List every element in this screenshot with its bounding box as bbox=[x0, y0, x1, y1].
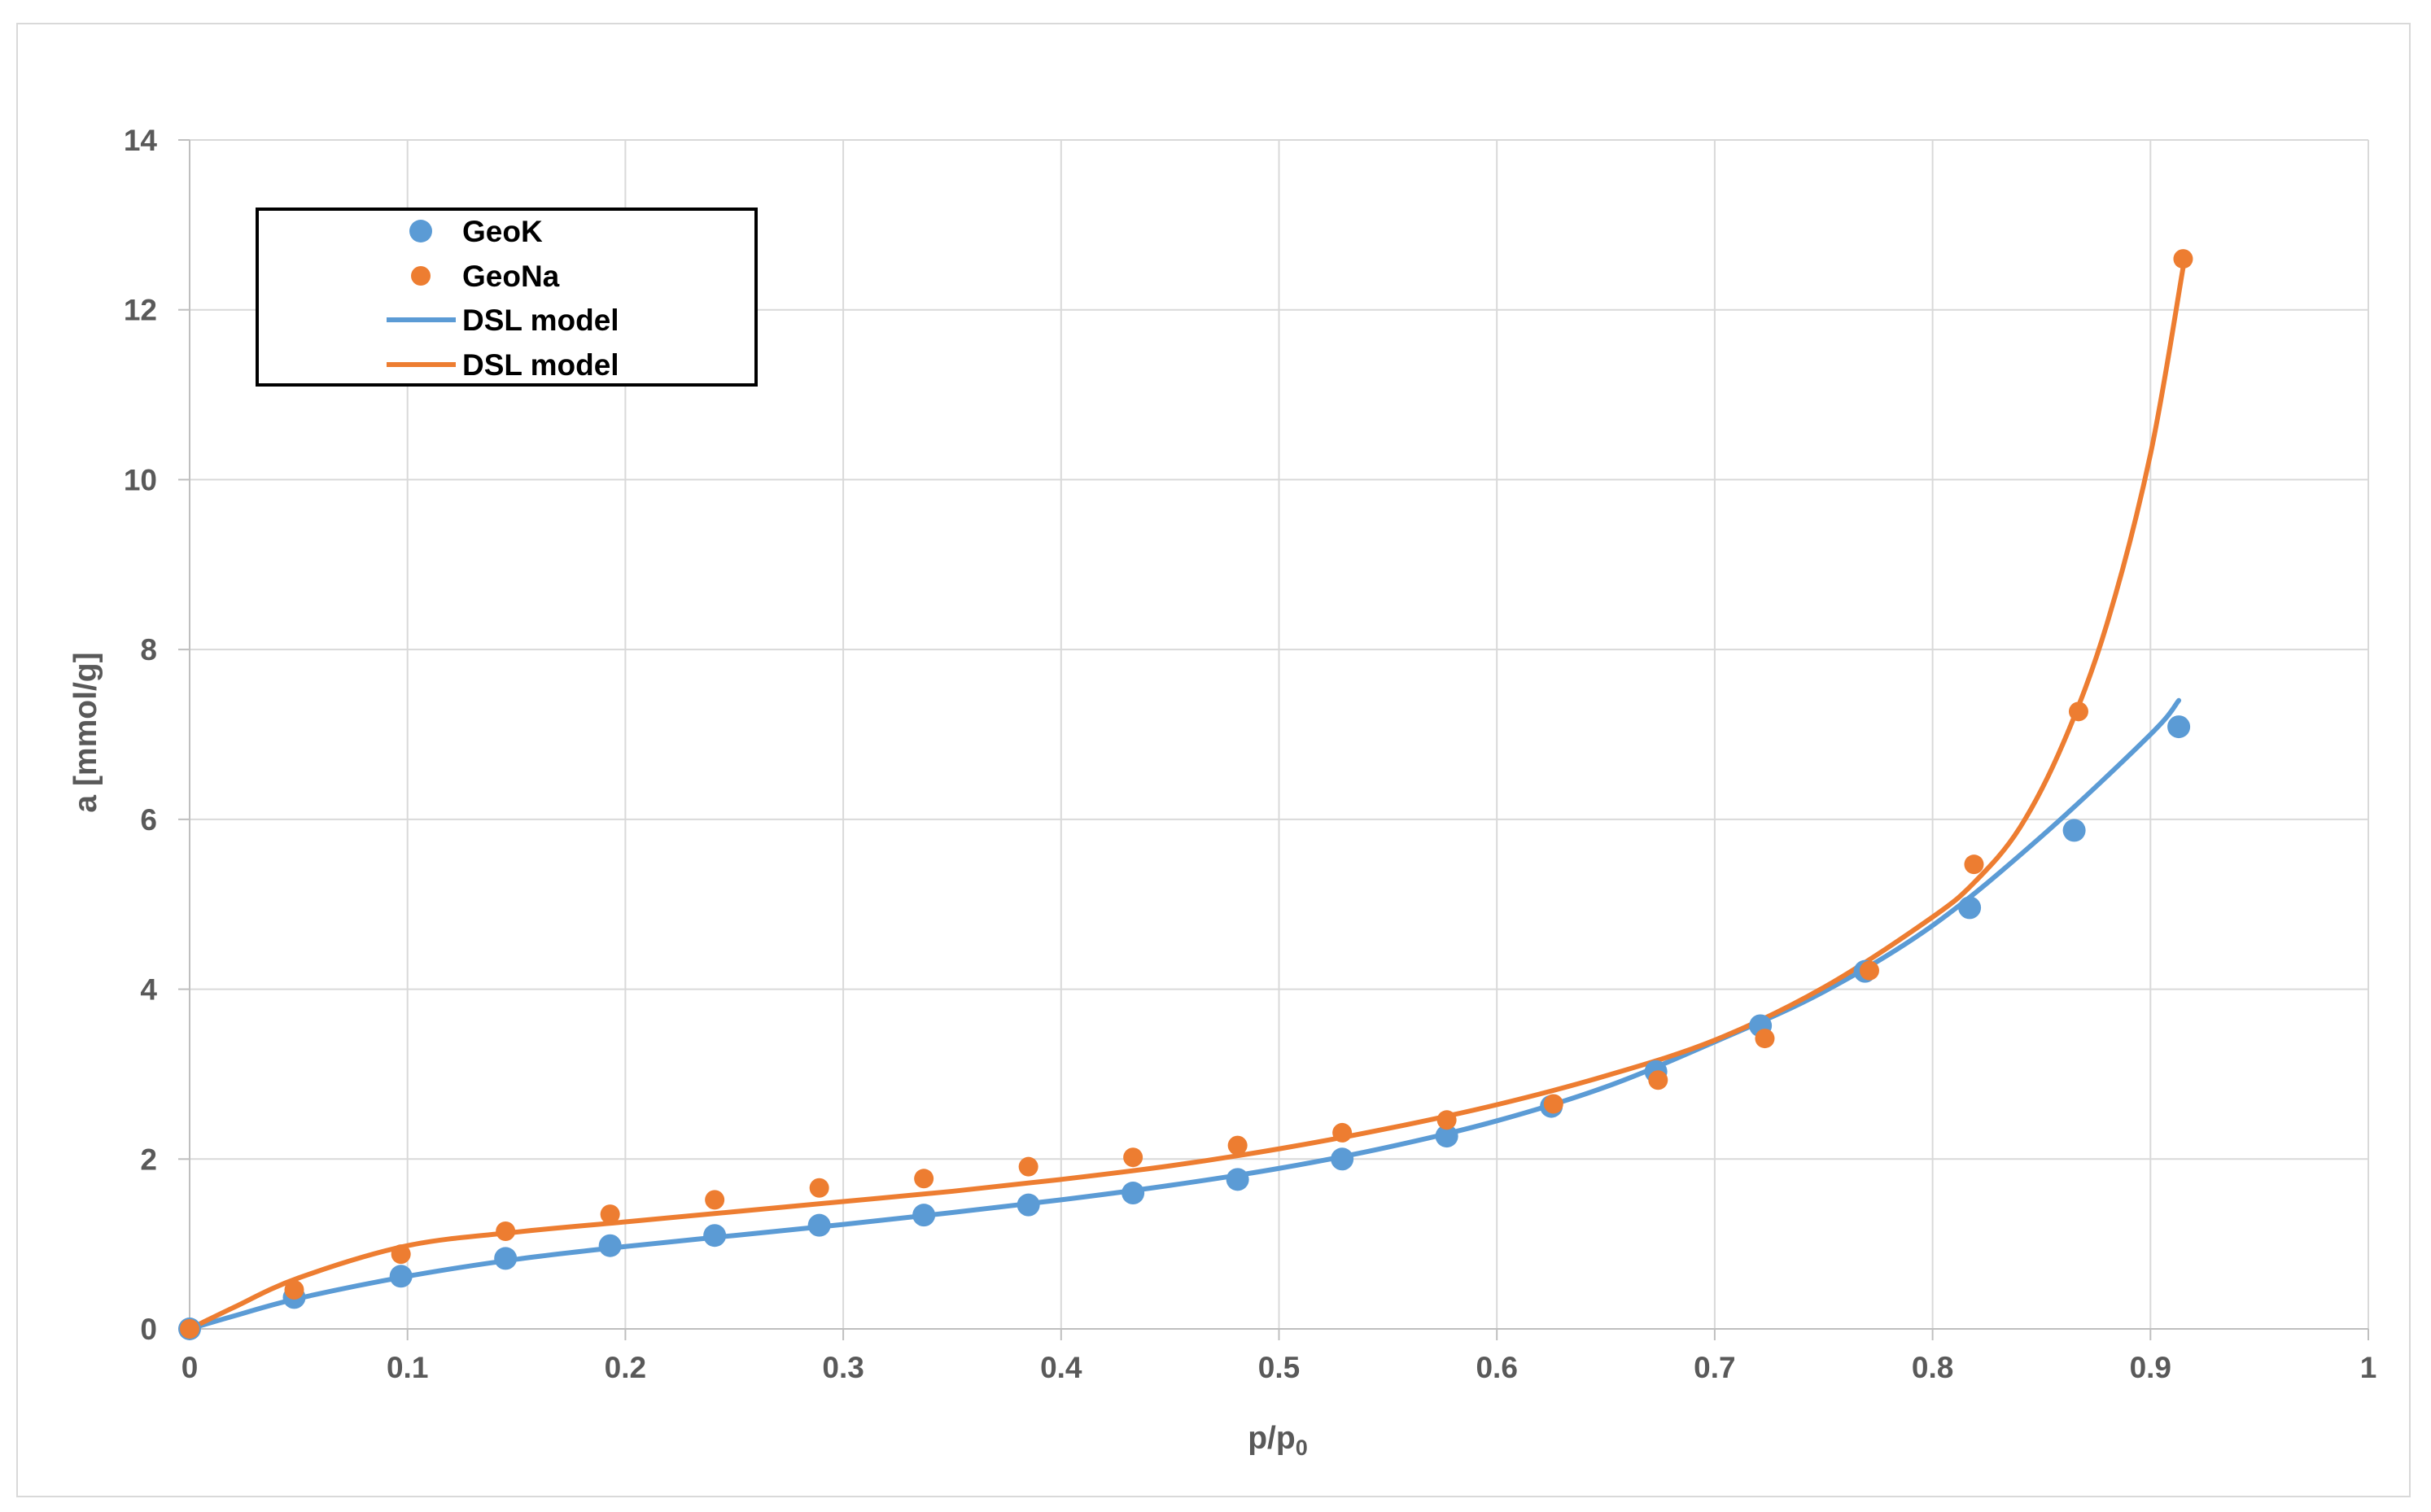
data-point-geona bbox=[496, 1221, 516, 1241]
data-point-geok bbox=[598, 1234, 622, 1257]
x-tick-label: 0.6 bbox=[1476, 1351, 1517, 1384]
data-point-geona bbox=[705, 1190, 725, 1210]
legend-label: DSL model bbox=[462, 348, 619, 382]
x-axis-label-subscript: 0 bbox=[1296, 1436, 1308, 1460]
data-point-geok bbox=[1958, 896, 1982, 920]
data-point-geok bbox=[1435, 1125, 1458, 1148]
x-tick-label: 0.7 bbox=[1694, 1351, 1735, 1384]
data-point-geok bbox=[1226, 1168, 1249, 1191]
y-tick-label: 4 bbox=[140, 973, 157, 1007]
data-point-geona bbox=[2068, 701, 2088, 722]
data-point-geona bbox=[1332, 1122, 1353, 1143]
model-line-2 bbox=[187, 697, 2182, 1331]
data-point-geona bbox=[391, 1244, 411, 1265]
data-point-geona bbox=[284, 1279, 304, 1300]
data-point-geok bbox=[2167, 715, 2191, 739]
legend: GeoK GeoNa DSL model DSL model bbox=[256, 208, 758, 387]
y-tick-label: 2 bbox=[140, 1143, 157, 1176]
axes bbox=[178, 139, 2369, 1340]
data-point-geona bbox=[809, 1178, 829, 1198]
y-tick-label: 12 bbox=[124, 294, 157, 327]
model-line-3 bbox=[187, 264, 2186, 1331]
data-point-geok bbox=[494, 1247, 518, 1270]
y-tick-label: 6 bbox=[140, 803, 157, 837]
x-tick-label: 0.4 bbox=[1040, 1351, 1082, 1384]
data-point-geok bbox=[912, 1204, 936, 1227]
x-tick-label: 0 bbox=[181, 1351, 199, 1384]
data-point-geona bbox=[1123, 1147, 1143, 1168]
data-point-geona bbox=[600, 1204, 620, 1225]
model-lines bbox=[187, 264, 2186, 1331]
data-point-geok bbox=[389, 1265, 413, 1288]
x-tick-label: 0.3 bbox=[822, 1351, 864, 1384]
data-point-geona bbox=[2173, 249, 2193, 269]
x-tick-label: 1 bbox=[2360, 1351, 2377, 1384]
x-axis-label: p/p0 bbox=[1248, 1421, 1308, 1460]
data-point-geok bbox=[1121, 1182, 1145, 1205]
x-axis-label-main: p/p bbox=[1248, 1421, 1295, 1456]
legend-box bbox=[256, 208, 758, 387]
data-point-geona bbox=[1436, 1110, 1457, 1130]
data-point-geona bbox=[914, 1169, 934, 1189]
data-point-geok bbox=[1331, 1147, 1354, 1171]
legend-marker-geona bbox=[411, 266, 431, 286]
data-point-geona bbox=[1859, 960, 1879, 981]
legend-label: GeoNa bbox=[462, 260, 560, 293]
y-tick-label: 8 bbox=[140, 633, 157, 666]
y-axis-label: a [mmol/g] bbox=[68, 652, 103, 812]
data-point-geona bbox=[1543, 1094, 1563, 1114]
x-tick-label: 0.1 bbox=[387, 1351, 428, 1384]
data-point-geok bbox=[807, 1213, 831, 1237]
data-point-geona bbox=[180, 1319, 199, 1339]
legend-label: DSL model bbox=[462, 304, 619, 337]
x-tick-label: 0.2 bbox=[605, 1351, 646, 1384]
y-tick-label: 14 bbox=[124, 124, 158, 157]
data-point-geok bbox=[1017, 1193, 1040, 1217]
gridlines bbox=[190, 139, 2369, 1329]
x-tick-label: 0.5 bbox=[1258, 1351, 1300, 1384]
data-point-geona bbox=[1648, 1070, 1668, 1090]
legend-label: GeoK bbox=[462, 215, 543, 248]
data-markers bbox=[178, 249, 2193, 1340]
x-tick-label: 0.8 bbox=[1912, 1351, 1953, 1384]
data-point-geok bbox=[2062, 819, 2086, 842]
data-point-geona bbox=[1755, 1029, 1775, 1049]
data-point-geona bbox=[1964, 854, 1984, 875]
x-tick-label: 0.9 bbox=[2130, 1351, 2171, 1384]
legend-marker-geok bbox=[409, 220, 432, 243]
y-tick-label: 10 bbox=[124, 463, 157, 496]
data-point-geona bbox=[1227, 1135, 1248, 1156]
data-point-geona bbox=[1018, 1156, 1038, 1177]
data-point-geok bbox=[703, 1224, 727, 1248]
y-tick-label: 0 bbox=[140, 1313, 157, 1346]
